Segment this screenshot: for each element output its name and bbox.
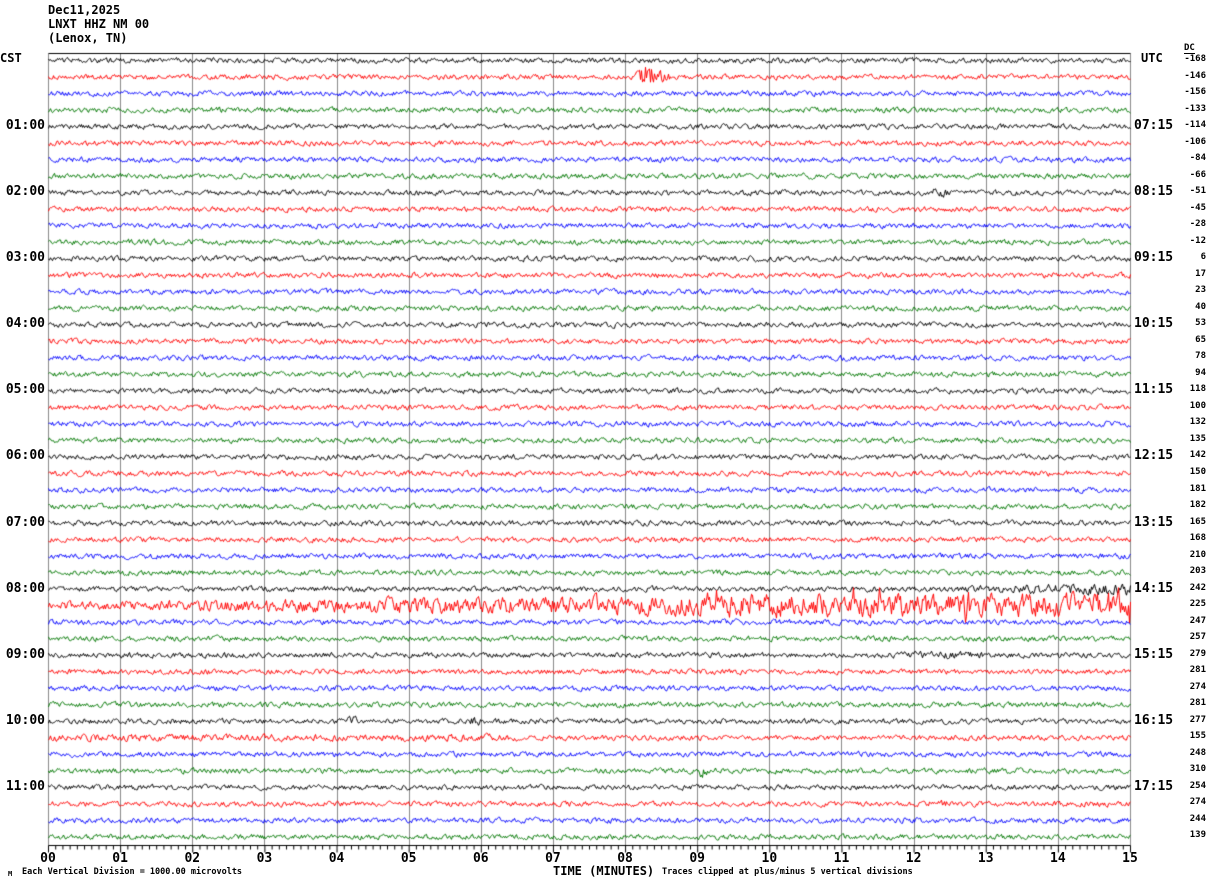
right-timezone-header: UTC: [1141, 51, 1163, 65]
dc-value: 274: [1189, 681, 1206, 692]
dc-value: 181: [1189, 483, 1206, 494]
cst-hour-label: 05:00: [5, 382, 45, 398]
dc-value: -156: [1184, 87, 1206, 98]
dc-value: 257: [1189, 632, 1206, 643]
left-timezone-header: CST: [0, 51, 22, 65]
dc-value: 17: [1195, 268, 1206, 279]
dc-value: 242: [1189, 582, 1206, 593]
dc-value: 150: [1189, 467, 1206, 477]
dc-value: 281: [1189, 698, 1206, 709]
cst-hour-label: 07:00: [5, 514, 45, 530]
dc-value: 248: [1189, 747, 1206, 758]
dc-value: 182: [1189, 500, 1206, 511]
dc-value: -168: [1184, 54, 1206, 64]
dc-value: 132: [1189, 417, 1206, 428]
dc-value: 279: [1189, 648, 1206, 659]
dc-value: -146: [1184, 70, 1206, 81]
x-tick-label: 02: [184, 851, 201, 866]
x-tick-label: 14: [1050, 851, 1066, 866]
dc-value: 203: [1189, 566, 1206, 577]
x-tick-label: 04: [328, 851, 345, 866]
plot-date: Dec11,2025: [48, 3, 121, 17]
cst-hour-label: 06:00: [5, 448, 45, 464]
utc-hour-label: 10:15: [1134, 316, 1174, 332]
cst-hour-label: 03:00: [5, 250, 45, 266]
x-tick-label: 07: [545, 851, 561, 866]
dc-value: 139: [1189, 830, 1206, 841]
dc-value: 247: [1189, 615, 1206, 626]
vertical-division-note: Each Vertical Division = 1000.00 microvo…: [22, 867, 243, 877]
dc-value: 310: [1189, 764, 1206, 775]
dc-value: 244: [1189, 813, 1206, 824]
x-tick-label: 13: [977, 851, 994, 866]
dc-value: 155: [1189, 731, 1206, 742]
dc-value: 168: [1189, 533, 1206, 544]
dc-value: -84: [1189, 153, 1206, 164]
dc-value: 254: [1189, 780, 1206, 791]
x-tick-label: 09: [689, 851, 706, 866]
dc-value: -28: [1189, 219, 1206, 230]
x-tick-label: 03: [256, 851, 273, 866]
cst-hour-label: 01:00: [5, 118, 45, 134]
dc-value: 281: [1189, 665, 1206, 676]
dc-value: 225: [1189, 599, 1206, 610]
x-tick-label: 05: [400, 851, 417, 866]
dc-value: 65: [1195, 334, 1206, 345]
dc-value: -106: [1184, 136, 1206, 147]
dc-value: 53: [1195, 318, 1206, 329]
dc-value: 78: [1195, 351, 1206, 362]
dc-value: 165: [1189, 516, 1206, 527]
dc-value: -133: [1184, 103, 1206, 114]
dc-value: -45: [1189, 202, 1206, 213]
utc-hour-label: 15:15: [1134, 646, 1174, 662]
dc-value: -66: [1189, 169, 1206, 180]
utc-hour-label: 14:15: [1134, 580, 1174, 596]
utc-hour-label: 11:15: [1134, 382, 1174, 398]
cst-hour-label: 08:00: [5, 580, 45, 596]
cst-hour-label: 10:00: [5, 712, 45, 728]
utc-hour-label: 16:15: [1134, 712, 1174, 728]
dc-value: 100: [1189, 400, 1206, 411]
cst-hour-label: 11:00: [5, 778, 45, 794]
dc-offset-header: DC: [1184, 43, 1195, 54]
cst-hour-label: 04:00: [5, 316, 45, 332]
x-tick-label: 06: [472, 851, 489, 866]
utc-hour-label: 07:15: [1134, 118, 1174, 134]
utc-hour-label: 13:15: [1134, 514, 1174, 530]
corner-mark: M: [8, 870, 13, 878]
dc-value: 40: [1195, 301, 1206, 312]
utc-hour-label: 08:15: [1134, 184, 1174, 200]
dc-value: 210: [1189, 549, 1206, 560]
utc-hour-label: 09:15: [1134, 250, 1174, 266]
dc-value: -114: [1184, 120, 1206, 131]
dc-value: -51: [1189, 186, 1206, 197]
cst-hour-label: 02:00: [5, 184, 45, 200]
station-code: LNXT HHZ NM 00: [48, 17, 150, 31]
x-tick-label: 15: [1122, 851, 1138, 866]
x-tick-label: 10: [761, 851, 778, 866]
x-axis-title: TIME (MINUTES): [553, 864, 655, 878]
clipping-note: Traces clipped at plus/minus 5 vertical …: [662, 867, 913, 877]
x-tick-label: 08: [617, 851, 633, 866]
x-tick-label: 00: [40, 851, 56, 866]
cst-hour-label: 09:00: [5, 646, 45, 662]
dc-value: -12: [1189, 235, 1206, 246]
dc-value: 118: [1189, 384, 1206, 395]
x-tick-label: 11: [833, 851, 850, 866]
dc-value: 6: [1200, 252, 1206, 263]
dc-value: 142: [1189, 450, 1206, 461]
dc-value: 274: [1189, 797, 1206, 808]
dc-value: 277: [1189, 714, 1206, 725]
x-tick-label: 01: [112, 851, 128, 866]
dc-value: 135: [1189, 433, 1206, 444]
dc-value: 23: [1195, 285, 1206, 296]
utc-hour-label: 12:15: [1134, 448, 1174, 464]
x-tick-label: 12: [905, 851, 922, 866]
station-location: (Lenox, TN): [48, 31, 128, 45]
utc-hour-label: 17:15: [1134, 778, 1174, 794]
dc-value: 94: [1195, 367, 1206, 378]
